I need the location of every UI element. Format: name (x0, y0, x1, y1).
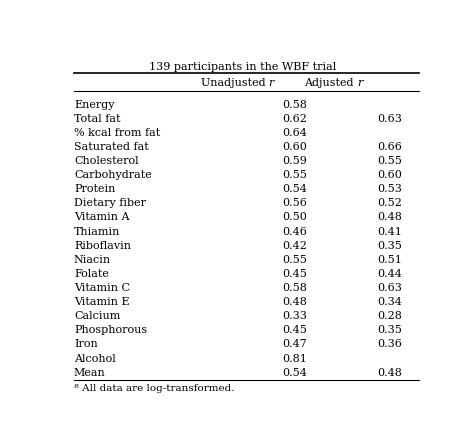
Text: 0.55: 0.55 (282, 255, 307, 265)
Text: 0.35: 0.35 (377, 325, 402, 336)
Text: 0.45: 0.45 (282, 269, 307, 279)
Text: 0.54: 0.54 (282, 368, 307, 378)
Text: 0.51: 0.51 (377, 255, 402, 265)
Text: 0.54: 0.54 (282, 184, 307, 194)
Text: 0.35: 0.35 (377, 241, 402, 251)
Text: 0.34: 0.34 (377, 297, 402, 307)
Text: 0.56: 0.56 (282, 198, 307, 208)
Text: 0.44: 0.44 (377, 269, 402, 279)
Text: 0.81: 0.81 (282, 353, 307, 364)
Text: 0.63: 0.63 (377, 283, 402, 293)
Text: Niacin: Niacin (74, 255, 111, 265)
Text: Mean: Mean (74, 368, 106, 378)
Text: 0.64: 0.64 (282, 128, 307, 138)
Text: Carbohydrate: Carbohydrate (74, 170, 152, 180)
Text: Dietary fiber: Dietary fiber (74, 198, 146, 208)
Text: 0.42: 0.42 (282, 241, 307, 251)
Text: Thiamin: Thiamin (74, 227, 120, 237)
Text: 0.28: 0.28 (377, 311, 402, 321)
Text: 0.45: 0.45 (282, 325, 307, 336)
Text: ª All data are log-transformed.: ª All data are log-transformed. (74, 384, 235, 393)
Text: 0.58: 0.58 (282, 99, 307, 110)
Text: Saturated fat: Saturated fat (74, 142, 149, 152)
Text: 0.33: 0.33 (282, 311, 307, 321)
Text: Total fat: Total fat (74, 114, 120, 124)
Text: 0.50: 0.50 (282, 212, 307, 223)
Text: 0.47: 0.47 (282, 340, 307, 349)
Text: Folate: Folate (74, 269, 109, 279)
Text: % kcal from fat: % kcal from fat (74, 128, 160, 138)
Text: 0.63: 0.63 (377, 114, 402, 124)
Text: 0.62: 0.62 (282, 114, 307, 124)
Text: Vitamin C: Vitamin C (74, 283, 130, 293)
Text: 0.52: 0.52 (377, 198, 402, 208)
Text: 139 participants in the WBF trial: 139 participants in the WBF trial (149, 62, 337, 73)
Text: 0.60: 0.60 (282, 142, 307, 152)
Text: 0.60: 0.60 (377, 170, 402, 180)
Text: Protein: Protein (74, 184, 115, 194)
Text: Vitamin E: Vitamin E (74, 297, 129, 307)
Text: 0.55: 0.55 (377, 156, 402, 166)
Text: 0.66: 0.66 (377, 142, 402, 152)
Text: 0.36: 0.36 (377, 340, 402, 349)
Text: r: r (357, 78, 362, 88)
Text: 0.46: 0.46 (282, 227, 307, 237)
Text: 0.59: 0.59 (282, 156, 307, 166)
Text: Riboflavin: Riboflavin (74, 241, 131, 251)
Text: Adjusted: Adjusted (304, 78, 357, 88)
Text: 0.48: 0.48 (377, 368, 402, 378)
Text: 0.58: 0.58 (282, 283, 307, 293)
Text: Iron: Iron (74, 340, 98, 349)
Text: Cholesterol: Cholesterol (74, 156, 138, 166)
Text: Unadjusted: Unadjusted (201, 78, 269, 88)
Text: Phosphorous: Phosphorous (74, 325, 147, 336)
Text: 0.55: 0.55 (282, 170, 307, 180)
Text: Alcohol: Alcohol (74, 353, 116, 364)
Text: 0.48: 0.48 (377, 212, 402, 223)
Text: Vitamin A: Vitamin A (74, 212, 129, 223)
Text: 0.41: 0.41 (377, 227, 402, 237)
Text: r: r (269, 78, 274, 88)
Text: Calcium: Calcium (74, 311, 120, 321)
Text: 0.48: 0.48 (282, 297, 307, 307)
Text: Energy: Energy (74, 99, 114, 110)
Text: 0.53: 0.53 (377, 184, 402, 194)
